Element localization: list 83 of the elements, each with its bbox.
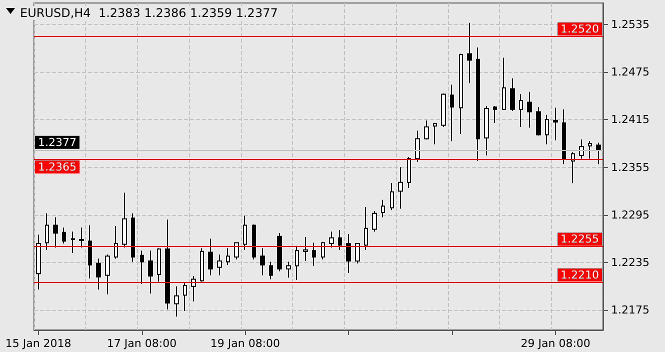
candlestick [62, 227, 66, 244]
candlestick [536, 106, 541, 136]
candlestick [441, 92, 446, 128]
candlestick [398, 166, 403, 210]
x-tick-label: 19 Jan 08:00 [210, 337, 280, 350]
y-tick-label: 1.2295 [611, 208, 650, 222]
y-tick-label: 1.2355 [611, 160, 650, 174]
candlestick [424, 120, 429, 140]
candlestick [88, 224, 92, 279]
candlestick [329, 231, 334, 248]
candlestick [415, 130, 420, 162]
candlestick [588, 140, 592, 160]
candlestick [571, 152, 575, 184]
candlestick [183, 282, 187, 312]
candlestick [148, 250, 153, 294]
candlestick [295, 245, 299, 280]
candlestick [527, 91, 532, 128]
candlestick [303, 236, 308, 262]
candlestick [579, 139, 584, 160]
candlestick [459, 53, 463, 134]
candlestick [260, 248, 265, 276]
ref-line-label: 1.2255 [560, 232, 599, 246]
candlestick [390, 182, 394, 211]
candlestick [114, 226, 118, 260]
candlestick [53, 216, 58, 248]
candlestick [174, 286, 179, 318]
candlestick [312, 242, 316, 266]
candlestick [286, 261, 291, 278]
candlestick [157, 248, 161, 282]
candlestick [338, 229, 342, 250]
candlestick [381, 199, 385, 218]
candlestick [269, 261, 273, 280]
candlestick [208, 238, 213, 276]
candlestick [510, 78, 515, 112]
candlestick [502, 57, 506, 110]
candlestick [519, 94, 523, 128]
candlestick [562, 108, 566, 165]
candlestick [346, 233, 351, 274]
candlestick [234, 242, 239, 260]
candlestick [450, 84, 454, 142]
candlestick [79, 227, 84, 248]
candlestick [165, 219, 170, 310]
candlestick [596, 142, 601, 165]
candlestick [372, 210, 377, 232]
y-tick-label: 1.2235 [611, 256, 650, 270]
candlestick [407, 156, 411, 188]
candlestick [105, 254, 110, 295]
candlestick [36, 234, 41, 290]
y-tick-label: 1.2475 [611, 66, 650, 79]
candlestick [467, 22, 472, 84]
y-tick-label: 1.2535 [611, 18, 650, 31]
candlestick [321, 241, 325, 260]
candlestick [364, 206, 368, 250]
candlestick [553, 107, 558, 141]
candlestick [493, 106, 497, 124]
candlestick [226, 248, 230, 266]
candlestick [200, 248, 204, 282]
candlestick [484, 106, 489, 156]
candlestick [217, 254, 222, 276]
candlestick [140, 250, 144, 284]
y-tick-label: 1.2175 [611, 304, 650, 317]
candlestick [131, 212, 135, 262]
chart-title: EURUSD,H4 1.2383 1.2386 1.2359 1.2377 [20, 6, 278, 20]
candlestick [191, 276, 196, 302]
candlestick [277, 232, 282, 272]
ref-line-label: 1.2210 [560, 268, 599, 282]
candlestick [433, 122, 437, 145]
candlestick [96, 258, 101, 290]
ref-line-label: 1.2520 [560, 22, 599, 36]
ref-line-label: 1.2377 [38, 136, 76, 149]
candlestick [355, 242, 360, 264]
candlestick [476, 46, 480, 162]
candlestick [71, 231, 75, 254]
x-tick-label: 15 Jan 2018 [5, 337, 72, 350]
candlestick [45, 212, 49, 250]
candlestick [545, 114, 549, 145]
x-tick-label: 17 Jan 08:00 [106, 337, 177, 350]
candlestick [243, 215, 247, 250]
x-tick-label: 29 Jan 08:00 [520, 337, 590, 350]
candlestick [122, 192, 127, 248]
candlestick [252, 224, 256, 260]
ref-line-label: 1.2365 [38, 160, 76, 174]
y-tick-label: 1.2415 [611, 113, 650, 126]
